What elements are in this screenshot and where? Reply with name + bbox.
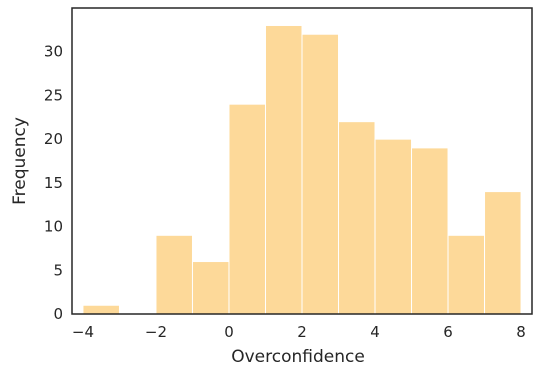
x-tick-label: 8 (516, 323, 526, 341)
x-tick-label: −2 (145, 323, 167, 341)
histogram-bar (484, 191, 522, 315)
x-tick-label: 2 (297, 323, 307, 341)
histogram-bar (374, 138, 413, 315)
y-tick-label: 0 (53, 305, 63, 323)
x-tick-label: −4 (72, 323, 94, 341)
y-axis-label: Frequency (10, 117, 30, 205)
x-tick-label: 0 (224, 323, 234, 341)
y-tick-label: 5 (53, 261, 63, 279)
histogram-bar (447, 234, 486, 315)
y-tick-label: 10 (44, 218, 63, 236)
histogram-bar (82, 304, 120, 315)
histogram-bar (191, 261, 230, 315)
x-axis-label: Overconfidence (231, 347, 365, 367)
histogram-bar (338, 121, 376, 315)
y-tick-label: 30 (44, 43, 63, 61)
histogram-bar (411, 147, 449, 315)
histogram-bar (228, 103, 266, 315)
y-tick-label: 15 (44, 174, 63, 192)
histogram-bar (264, 24, 303, 315)
bars-group (82, 24, 522, 315)
histogram-bar (301, 33, 340, 315)
histogram-bar (155, 234, 193, 315)
x-tick-label: 4 (370, 323, 380, 341)
y-tick-label: 20 (44, 130, 63, 148)
x-tick-label: 6 (443, 323, 453, 341)
y-tick-label: 25 (44, 86, 63, 104)
plot-frame (71, 7, 533, 315)
x-axis-ticks: −4 −2 0 2 4 6 8 (72, 323, 526, 341)
y-axis-ticks: 0 5 10 15 20 25 30 (44, 43, 63, 323)
